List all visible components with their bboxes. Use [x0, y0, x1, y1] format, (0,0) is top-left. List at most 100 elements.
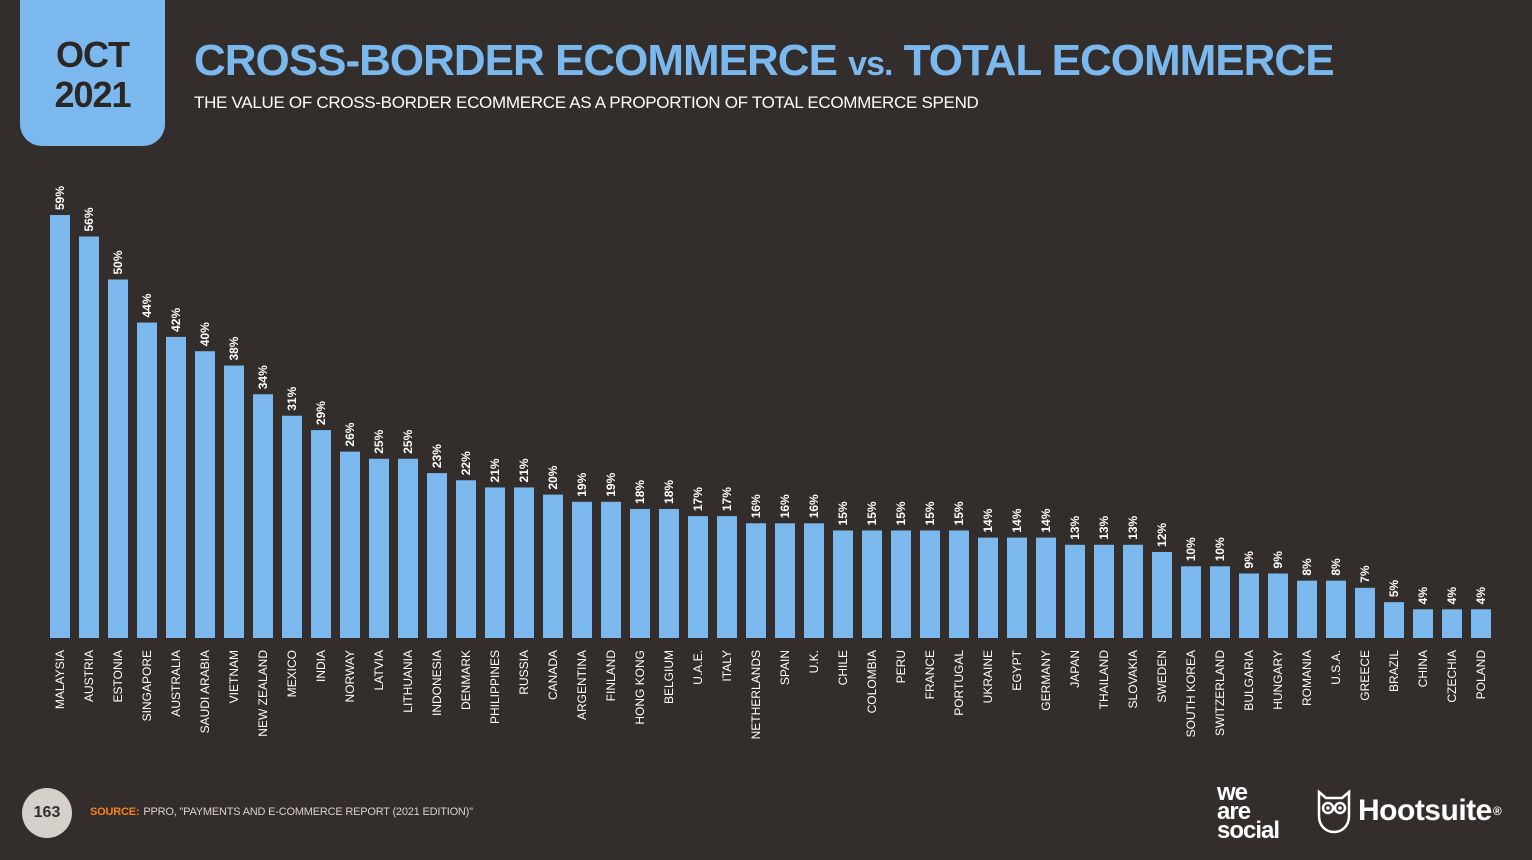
value-label: 14% [1039, 508, 1053, 532]
value-label: 25% [401, 429, 415, 453]
category-label: SWEDEN [1155, 650, 1169, 703]
category-label: MALAYSIA [53, 650, 67, 709]
category-label: FRANCE [923, 650, 937, 699]
value-label: 20% [546, 465, 560, 489]
category-label: MEXICO [285, 650, 299, 697]
bar-china [1413, 609, 1433, 638]
bar-indonesia [427, 473, 447, 638]
date-month: OCT [56, 34, 130, 75]
category-label: SWITZERLAND [1213, 650, 1227, 736]
value-label: 22% [459, 451, 473, 475]
category-label: LATVIA [372, 650, 386, 690]
bar-denmark [456, 480, 476, 638]
category-label: LITHUANIA [401, 650, 415, 713]
hootsuite-logo: Hootsuite ® [1316, 788, 1502, 834]
bar-new-zealand [253, 394, 273, 638]
value-label: 13% [1068, 515, 1082, 539]
category-label: CANADA [546, 650, 560, 700]
page-subtitle: THE VALUE OF CROSS-BORDER ECOMMERCE AS A… [194, 93, 979, 112]
bar-norway [340, 451, 360, 638]
bar-japan [1065, 544, 1085, 638]
bar-italy [717, 516, 737, 638]
value-label: 10% [1213, 537, 1227, 561]
bar-south-korea [1181, 566, 1201, 638]
value-label: 4% [1474, 587, 1488, 605]
value-label: 14% [981, 508, 995, 532]
bar-sweden [1152, 551, 1172, 638]
category-label: VIETNAM [227, 650, 241, 703]
category-label: NORWAY [343, 650, 357, 702]
category-label: UKRAINE [981, 650, 995, 703]
category-label: NETHERLANDS [749, 650, 763, 739]
category-label: BULGARIA [1242, 650, 1256, 711]
value-label: 19% [604, 472, 618, 496]
value-label: 34% [256, 365, 270, 389]
category-label: INDIA [314, 650, 328, 682]
hootsuite-wordmark: Hootsuite [1358, 794, 1492, 827]
we-are-social-logo: we are social [1217, 781, 1280, 843]
category-label: ARGENTINA [575, 650, 589, 720]
source-note: SOURCE: PPRO, "PAYMENTS AND E-COMMERCE RE… [90, 806, 473, 818]
value-label: 4% [1416, 587, 1430, 605]
bar-austria [79, 236, 99, 638]
bar-mexico [282, 415, 302, 638]
value-label: 21% [517, 458, 531, 482]
category-label: ROMANIA [1300, 650, 1314, 706]
value-label: 50% [111, 250, 125, 274]
value-label: 4% [1445, 587, 1459, 605]
category-label: EGYPT [1010, 649, 1024, 690]
category-label: U.S.A. [1329, 650, 1343, 685]
bar-poland [1471, 609, 1491, 638]
value-label: 16% [778, 494, 792, 518]
category-label: PHILIPPINES [488, 650, 502, 724]
value-label: 42% [169, 308, 183, 332]
value-label: 31% [285, 386, 299, 410]
value-label: 25% [372, 429, 386, 453]
category-label: THAILAND [1097, 650, 1111, 710]
bar-u-k [804, 523, 824, 638]
category-label: NEW ZEALAND [256, 650, 270, 737]
bar-colombia [862, 530, 882, 638]
category-label: CHINA [1416, 650, 1430, 687]
category-label: SINGAPORE [140, 650, 154, 721]
bar-peru [891, 530, 911, 638]
category-label: AUSTRALIA [169, 650, 183, 717]
value-label: 8% [1300, 558, 1314, 576]
title-vs: vs. [848, 45, 893, 83]
value-label: 13% [1126, 515, 1140, 539]
category-label: AUSTRIA [82, 650, 96, 702]
value-label: 10% [1184, 537, 1198, 561]
value-label: 56% [82, 207, 96, 231]
category-label: ESTONIA [111, 650, 125, 702]
bar-latvia [369, 458, 389, 638]
source-label: SOURCE: [90, 806, 140, 818]
value-label: 15% [865, 501, 879, 525]
date-year: 2021 [54, 74, 131, 115]
value-label: 15% [836, 501, 850, 525]
category-label: HONG KONG [633, 650, 647, 725]
value-label: 5% [1387, 579, 1401, 597]
bar-belgium [659, 508, 679, 638]
value-label: 9% [1271, 551, 1285, 569]
value-label: 15% [952, 501, 966, 525]
value-label: 59% [53, 186, 67, 210]
page-number: 163 [22, 788, 72, 838]
bar-lithuania [398, 458, 418, 638]
value-label: 13% [1097, 515, 1111, 539]
value-label: 44% [140, 293, 154, 317]
bar-greece [1355, 587, 1375, 638]
bar-argentina [572, 501, 592, 638]
category-label: COLOMBIA [865, 650, 879, 713]
bar-egypt [1007, 537, 1027, 638]
value-label: 9% [1242, 551, 1256, 569]
category-label: POLAND [1474, 650, 1488, 700]
value-label: 17% [720, 487, 734, 511]
value-label: 7% [1358, 565, 1372, 583]
category-label: GERMANY [1039, 650, 1053, 711]
value-label: 17% [691, 487, 705, 511]
bar-brazil [1384, 602, 1404, 638]
category-label: PORTUGAL [952, 650, 966, 716]
bar-india [311, 430, 331, 638]
value-label: 16% [807, 494, 821, 518]
bar-ukraine [978, 537, 998, 638]
